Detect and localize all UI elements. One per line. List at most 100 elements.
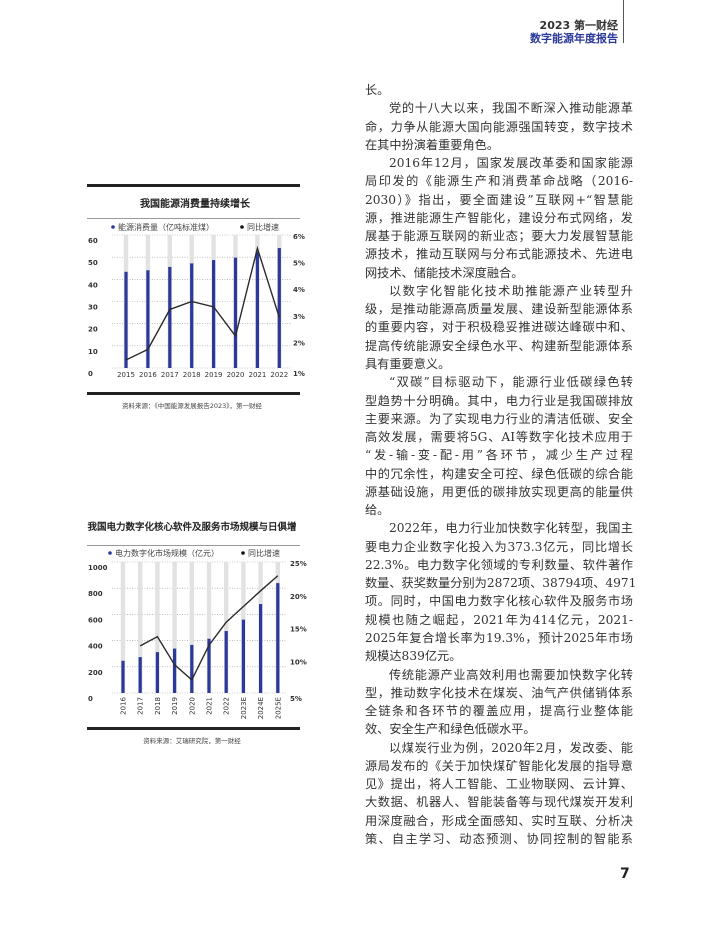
page-number: 7 (620, 866, 630, 882)
chart-title: 我国电力数字化核心软件及服务市场规模与日俱增 (87, 521, 296, 533)
text-line: 2022年，电力行业加快数字化转型，我国主 (389, 521, 633, 536)
legend-bar-marker (108, 551, 112, 555)
title-rule (87, 545, 300, 546)
right-tick-label: 5% (290, 695, 302, 703)
x-tick-label: 2020 (188, 697, 196, 715)
legend-bar-label: 电力数字化市场规模（亿元） (115, 548, 219, 558)
text-line: 中的冗余性，构建安全可控、绿色低碳的综合能 (365, 466, 633, 481)
bottom-rule (87, 727, 300, 730)
bar (138, 657, 142, 693)
bar (168, 266, 172, 368)
text-line: 源，推进能源生产智能化，建设分布式网络，发 (365, 210, 633, 225)
left-tick-label: 200 (88, 669, 103, 677)
bar-background (138, 562, 143, 693)
right-tick-label: 20% (290, 593, 307, 601)
text-line: 2030）》指出，要全面建设”互联网+“智慧能 (365, 192, 633, 207)
x-tick-label: 2018 (183, 371, 201, 379)
bar (155, 652, 159, 693)
text-line: 全链条和各环节的覆盖应用，提高行业整体能 (365, 704, 633, 719)
legend-line-marker (241, 551, 245, 555)
left-tick-label: 1000 (88, 564, 108, 572)
growth-rate-line (139, 575, 279, 682)
left-tick-label: 30 (88, 304, 98, 312)
bar-background (120, 562, 126, 693)
text-line: 2025年复合增长率为19.3%，预计2025年市场 (365, 630, 633, 645)
text-line: 型，推动数字化技术在煤炭、油气产供储销体系 (365, 685, 633, 700)
text-line: 网技术、储能技术深度融合。 (365, 265, 524, 280)
text-line: 策、自主学习、动态预测、协同控制的智能系 (365, 831, 633, 846)
left-tick-label: 0 (88, 370, 93, 378)
x-tick-label: 2015 (117, 371, 135, 379)
text-line: 效、安全生产和绿色低碳水平。 (365, 722, 536, 737)
bar (241, 619, 245, 693)
bar (207, 638, 211, 693)
bar-background (172, 562, 177, 693)
text-line: 的重要内容，对于积极稳妥推进碳达峰碳中和、 (365, 320, 633, 335)
x-tick-label: 2022 (223, 697, 231, 715)
x-tick-label: 2016 (139, 371, 157, 379)
bar (146, 270, 150, 368)
right-tick-label: 1% (293, 370, 305, 378)
text-line: “双碳”目标驱动下，能源行业低碳绿色转 (389, 375, 633, 390)
chart-source: 资料来源：艾瑞研究院，第一财经 (143, 736, 241, 745)
text-line: 以数字化智能化技术助推能源产业转型升 (389, 283, 633, 298)
bar (277, 248, 281, 368)
text-line: “发-输-变-配-用”各环节，减少生产过程 (365, 448, 633, 463)
left-tick-label: 0 (88, 695, 93, 703)
left-tick-label: 10 (88, 348, 98, 356)
legend-line-marker (240, 225, 244, 229)
text-line: 见》提出，将人工智能、工业物联网、云计算、 (365, 777, 633, 792)
text-line: 主要来源。为了实现电力行业的清洁低碳、安全 (365, 411, 633, 426)
header-divider (623, 0, 624, 43)
text-line: 源基础设施，用更低的碳排放实现更高的能量供 (365, 484, 633, 499)
left-tick-label: 800 (88, 590, 103, 598)
x-tick-label: 2020 (227, 371, 245, 379)
text-line: 高效发展，需要将5G、AI等数字化技术应用于 (365, 430, 633, 445)
bar (276, 583, 280, 693)
text-line: 大数据、机器人、智能装备等与现代煤炭开发利 (365, 795, 633, 810)
title-rule (87, 218, 300, 219)
legend-line-label: 同比增速 (248, 548, 280, 558)
text-line: 规模也随之崛起，2021年为414亿元，2021- (365, 612, 633, 627)
text-line: 命，力争从能源大国向能源强国转变，数字技术 (365, 119, 633, 134)
text-line: 源技术，推动互联网与分布式能源技术、先进电 (365, 247, 633, 262)
bar (255, 251, 259, 368)
text-line: 数量、获奖数量分别为2872项、38794项、4971 (365, 576, 637, 591)
x-tick-label: 2019 (205, 371, 223, 379)
text-line: 给。 (365, 503, 390, 518)
x-tick-label: 2019 (171, 697, 179, 715)
bar-background (155, 562, 160, 693)
left-tick-label: 60 (88, 237, 98, 245)
text-line: 展基于能源互联网的新业态；要大力发展智慧能 (365, 229, 633, 244)
text-line: 源局发布的《关于加快煤矿智能化发展的指导意 (365, 758, 633, 773)
text-line: 22.3%。电力数字化领域的专利数量、软件著作 (365, 557, 633, 572)
text-line: 规模达839亿元。 (365, 649, 462, 664)
x-tick-label: 2016 (120, 696, 128, 714)
bar (212, 260, 216, 368)
right-tick-label: 15% (290, 626, 307, 634)
bar (121, 660, 125, 693)
left-tick-label: 600 (88, 616, 103, 624)
bar (124, 271, 128, 368)
article-body: 长。党的十八大以来，我国不断深入推动能源革命，力争从能源大国向能源强国转变，数字… (365, 81, 637, 848)
x-tick-label: 2024E (257, 697, 265, 719)
bar-background (189, 562, 194, 693)
left-tick-label: 400 (88, 643, 103, 651)
text-line: 长。 (365, 83, 390, 97)
text-line: 型趋势十分明确。其中，电力行业是我国碳排放 (365, 393, 633, 408)
legend-bar-marker (111, 225, 115, 229)
text-line: 党的十八大以来，我国不断深入推动能源革 (389, 101, 633, 116)
right-tick-label: 5% (293, 260, 305, 268)
text-line: 项。同时，中国电力数字化核心软件及服务市场 (365, 594, 633, 609)
text-line: 用深度融合，形成全面感知、实时互联、分析决 (365, 813, 633, 828)
legend-line-label: 同比增速 (247, 222, 279, 232)
x-tick-label: 2023E (240, 697, 248, 719)
legend-bar-label: 能源消费量（亿吨标准煤） (118, 222, 214, 232)
right-tick-label: 25% (290, 560, 307, 568)
text-line: 具有重要意义。 (365, 356, 451, 371)
left-tick-label: 40 (88, 281, 98, 289)
growth-rate-line (125, 245, 280, 361)
